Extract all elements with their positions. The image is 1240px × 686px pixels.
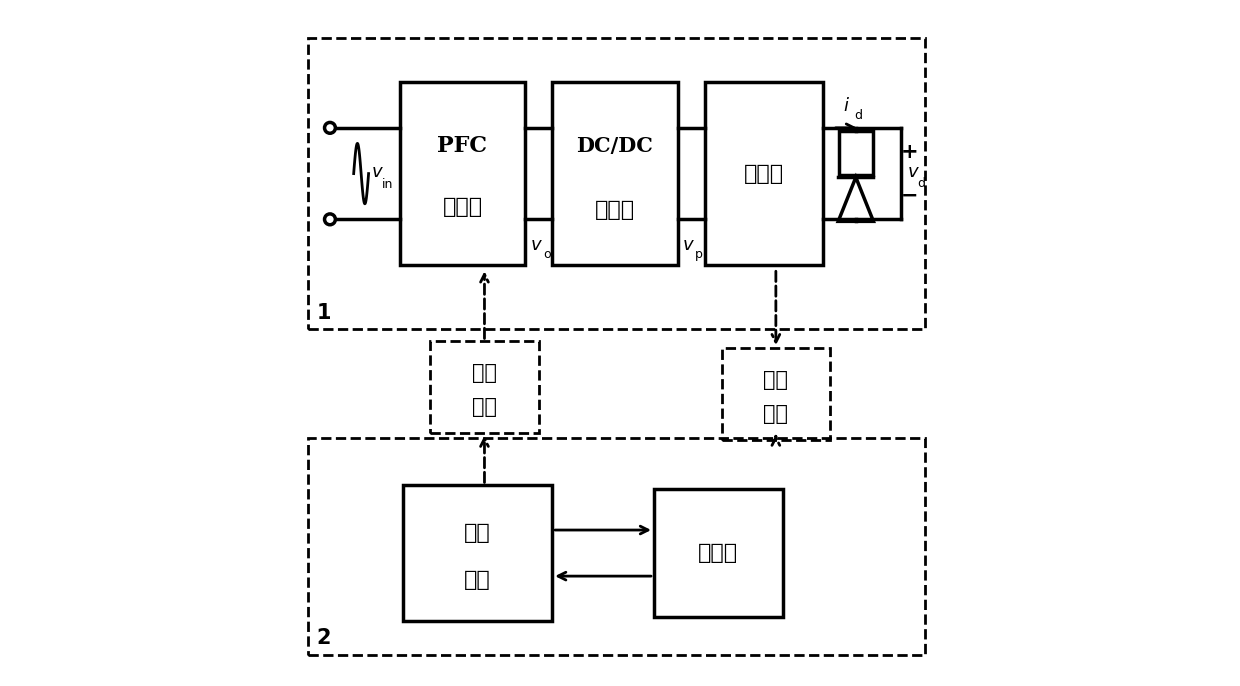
Circle shape (325, 122, 335, 133)
Text: 电路: 电路 (472, 397, 497, 417)
Text: +: + (900, 141, 918, 162)
Text: 1: 1 (316, 303, 331, 322)
Text: 变换器: 变换器 (595, 200, 635, 220)
Bar (403, 485, 552, 621)
Text: −: − (900, 186, 918, 206)
Circle shape (325, 214, 335, 225)
Text: 电路: 电路 (764, 404, 789, 424)
Text: $v$: $v$ (906, 163, 920, 181)
Text: d: d (916, 176, 925, 189)
Bar (399, 82, 525, 265)
Text: 驱动: 驱动 (472, 364, 497, 383)
Text: 检测: 检测 (764, 370, 789, 390)
Text: $v$: $v$ (371, 163, 384, 181)
Text: DC/DC: DC/DC (577, 136, 653, 156)
Text: in: in (382, 178, 393, 191)
Bar (722, 348, 830, 440)
Bar (704, 82, 823, 265)
Text: d: d (854, 109, 863, 122)
Text: $i$: $i$ (843, 97, 849, 115)
Bar (309, 38, 925, 329)
Text: 变换器: 变换器 (443, 196, 482, 217)
Bar (839, 131, 873, 176)
Bar (552, 82, 677, 265)
Text: PFC: PFC (438, 135, 487, 157)
Text: p: p (696, 248, 703, 261)
Bar (309, 438, 925, 654)
Bar (430, 342, 538, 433)
Text: 主电路: 主电路 (744, 163, 784, 184)
Text: 控制: 控制 (464, 523, 491, 543)
Text: $v$: $v$ (682, 236, 694, 254)
Text: $v$: $v$ (529, 236, 542, 254)
Text: 2: 2 (316, 628, 331, 648)
Text: 上位机: 上位机 (698, 543, 738, 563)
Text: 电路: 电路 (464, 570, 491, 590)
Bar (653, 488, 782, 617)
Text: o: o (543, 248, 551, 261)
